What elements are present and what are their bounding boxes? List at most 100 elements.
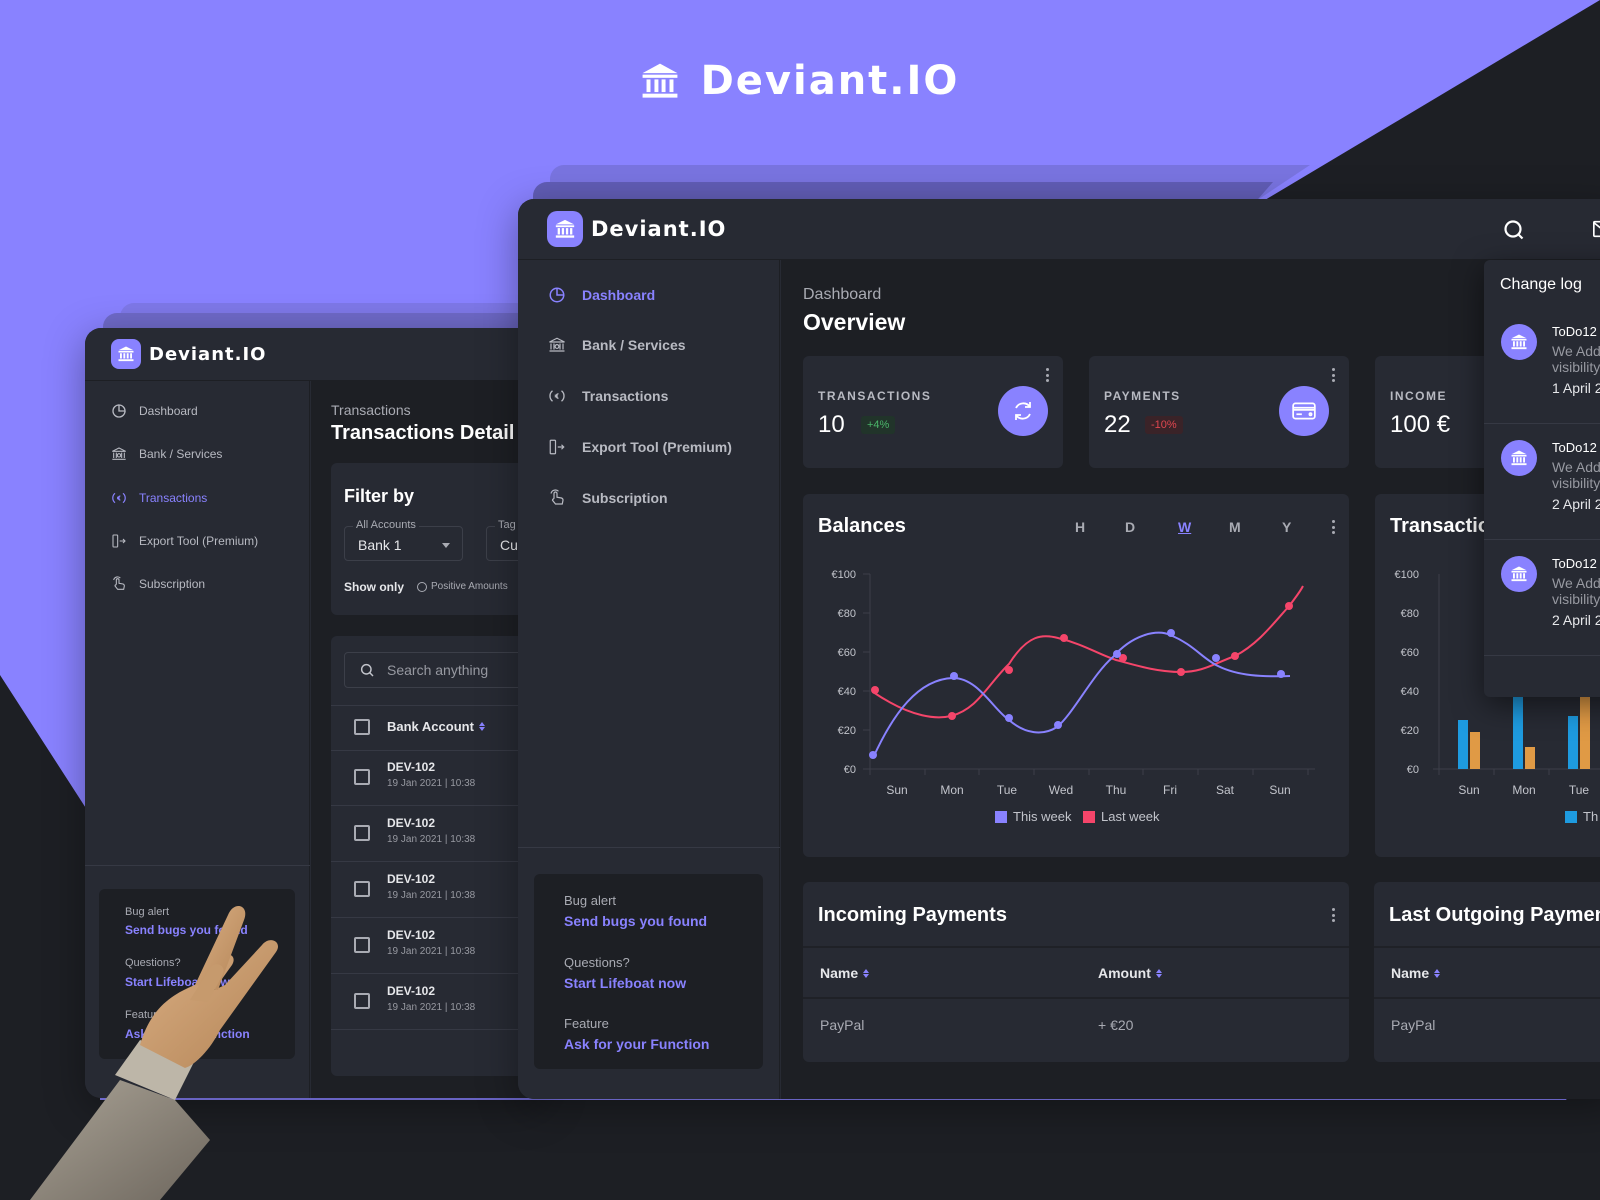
help-label: Bug alert: [564, 893, 617, 908]
sidebar-item-transactions[interactable]: Transactions: [548, 387, 668, 405]
ask-function-link[interactable]: Ask for your Function: [125, 1027, 250, 1041]
row-checkbox[interactable]: [354, 881, 370, 897]
name-column-header[interactable]: Name: [1391, 965, 1441, 981]
amount-column-header[interactable]: Amount: [1098, 965, 1162, 981]
row-date: 19 Jan 2021 | 10:38: [387, 834, 476, 845]
help-label: Questions?: [125, 957, 181, 969]
select-all-checkbox[interactable]: [354, 719, 370, 735]
y-tick: €20: [838, 725, 856, 737]
tag-select[interactable]: Tag Cu: [486, 519, 545, 561]
legend-this-week: This week: [1013, 809, 1072, 824]
more-options-icon[interactable]: [1332, 368, 1336, 382]
send-bugs-link[interactable]: Send bugs you found: [125, 923, 248, 937]
sidebar-item-bank-services[interactable]: Bank / Services: [111, 446, 222, 462]
divider: [803, 946, 1349, 948]
sidebar-item-export-tool[interactable]: Export Tool (Premium): [111, 533, 258, 549]
table-row[interactable]: DEV-102 19 Jan 2021 | 10:38: [331, 863, 545, 918]
table-row[interactable]: DEV-102 19 Jan 2021 | 10:38: [331, 751, 545, 806]
changelog-avatar: [1501, 440, 1537, 476]
table-row[interactable]: DEV-102 19 Jan 2021 | 10:38: [331, 975, 545, 1030]
row-id: DEV-102: [387, 984, 436, 998]
send-bugs-link[interactable]: Send bugs you found: [564, 913, 708, 929]
bank-account-column-header[interactable]: Bank Account: [387, 719, 485, 734]
table-row[interactable]: PayPal + €20: [803, 999, 1349, 1054]
radio-label: Positive Amounts: [431, 581, 508, 592]
changelog-item-desc: We Add: [1552, 343, 1600, 359]
sort-icon: [1155, 968, 1162, 978]
sidebar-item-export-tool[interactable]: Export Tool (Premium): [548, 438, 732, 456]
range-tab-week[interactable]: W: [1178, 519, 1192, 535]
x-tick: Tue: [1569, 783, 1590, 797]
sidebar-item-subscription[interactable]: Subscription: [111, 576, 205, 592]
more-options-icon[interactable]: [1046, 368, 1050, 382]
account-select[interactable]: All Accounts Bank 1: [344, 519, 463, 561]
sidebar-item-transactions[interactable]: Transactions: [111, 490, 207, 506]
hero-brand: Deviant.IO: [0, 58, 1600, 104]
mail-icon[interactable]: [1592, 218, 1600, 240]
changelog-item-desc: visibility: [1552, 475, 1600, 491]
row-id: DEV-102: [387, 928, 436, 942]
legend-this-week: Th: [1583, 809, 1598, 824]
radio-circle: [417, 581, 427, 592]
changelog-item-date: 2 April 2: [1552, 496, 1600, 512]
sidebar-item-bank-services[interactable]: Bank / Services: [548, 336, 686, 354]
hero-title: Deviant.IO: [700, 58, 960, 104]
page-title: Transactions Detail: [331, 422, 515, 444]
changelog-item-title: ToDo12: [1552, 556, 1597, 571]
bank-accounts-table: Search anything Bank Account DEV-102 19 …: [331, 636, 545, 1076]
row-checkbox[interactable]: [354, 769, 370, 785]
sidebar-item-label: Subscription: [582, 490, 668, 506]
search-placeholder: Search anything: [387, 662, 489, 678]
logo-badge[interactable]: [111, 339, 141, 369]
x-tick: Tue: [997, 783, 1018, 797]
table-row[interactable]: DEV-102 19 Jan 2021 | 10:38: [331, 919, 545, 974]
changelog-item[interactable]: ToDo12 We Add visibility 2 April 2: [1484, 540, 1600, 656]
sidebar-item-subscription[interactable]: Subscription: [548, 489, 668, 507]
chevron-down-icon: [442, 543, 450, 548]
table-row[interactable]: DEV-102 19 Jan 2021 | 10:38: [331, 807, 545, 862]
ask-function-link[interactable]: Ask for your Function: [564, 1036, 710, 1052]
balances-title: Balances: [818, 515, 906, 537]
sidebar-item-dashboard[interactable]: Dashboard: [111, 403, 198, 419]
more-options-icon[interactable]: [1332, 908, 1336, 922]
row-date: 19 Jan 2021 | 10:38: [387, 946, 476, 957]
name-column-header[interactable]: Name: [820, 965, 870, 981]
changelog-item-date: 1 April 2: [1552, 380, 1600, 396]
row-checkbox[interactable]: [354, 825, 370, 841]
changelog-item[interactable]: ToDo12 We Add visibility 2 April 2: [1484, 424, 1600, 540]
dashboard-main: Dashboard Overview TRANSACTIONS 10 +4% P…: [781, 260, 1600, 1099]
sidebar-divider: [85, 865, 310, 866]
logo-badge[interactable]: [547, 211, 583, 247]
brand-name: Deviant.IO: [149, 343, 267, 365]
hand-tap-icon: [550, 489, 564, 505]
start-lifeboat-link[interactable]: Start Lifeboat now: [125, 975, 230, 989]
account-select-value: Bank 1: [358, 537, 402, 553]
more-options-icon[interactable]: [1332, 520, 1336, 534]
euro-cycle-icon: [549, 390, 565, 402]
range-tab-month[interactable]: M: [1229, 519, 1241, 535]
range-tab-day[interactable]: D: [1125, 519, 1136, 535]
refresh-icon: [1015, 402, 1031, 420]
y-tick: €60: [838, 647, 856, 659]
start-lifeboat-link[interactable]: Start Lifeboat now: [564, 975, 687, 991]
changelog-item-desc: We Add: [1552, 575, 1600, 591]
positive-amounts-radio[interactable]: Positive Amounts: [417, 581, 508, 592]
row-checkbox[interactable]: [354, 937, 370, 953]
range-tab-year[interactable]: Y: [1282, 519, 1292, 535]
bank-icon: [642, 63, 678, 98]
brand-name: Deviant.IO: [591, 217, 727, 241]
range-tab-hour[interactable]: H: [1075, 519, 1086, 535]
column-label: Name: [820, 965, 859, 981]
changelog-item[interactable]: ToDo12 We Add visibility 1 April 2: [1484, 308, 1600, 424]
y-axis: €100 €80 €60 €40 €20 €0: [832, 569, 871, 776]
table-row[interactable]: PayPal: [1374, 999, 1600, 1054]
sidebar-item-dashboard[interactable]: Dashboard: [548, 286, 655, 304]
export-icon: [549, 439, 565, 455]
sidebar-item-label: Subscription: [139, 577, 206, 591]
stat-value: 10: [818, 411, 845, 438]
search-icon[interactable]: [1502, 218, 1526, 242]
sidebar: Dashboard Bank / Services Transactions E…: [85, 381, 310, 1098]
row-checkbox[interactable]: [354, 993, 370, 1009]
row-date: 19 Jan 2021 | 10:38: [387, 1002, 476, 1013]
search-input[interactable]: Search anything: [344, 652, 545, 688]
